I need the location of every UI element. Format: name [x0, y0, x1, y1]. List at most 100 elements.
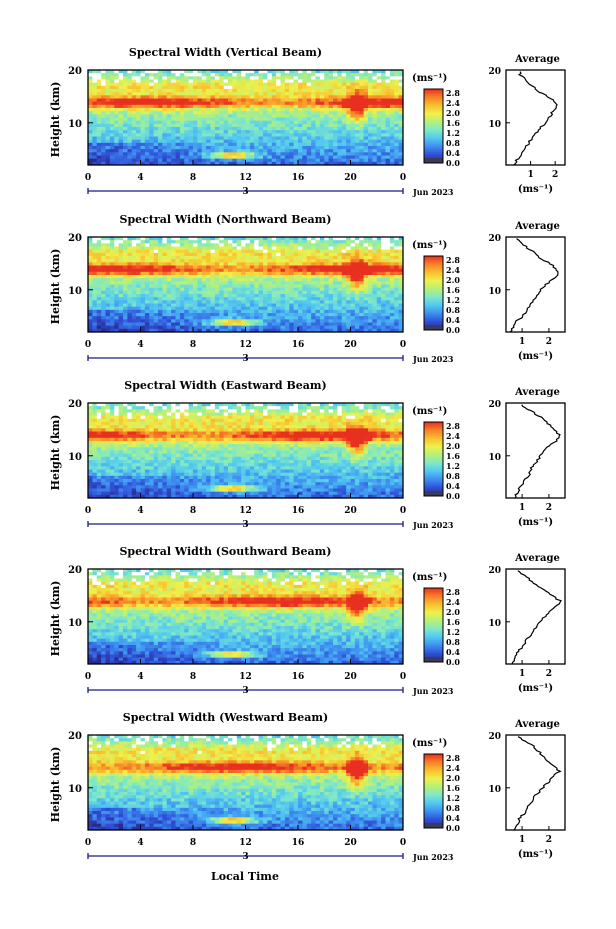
heatmap-cell	[123, 268, 128, 273]
heatmap-cell	[223, 243, 229, 247]
heatmap-cell	[206, 322, 211, 327]
heatmap-cell	[144, 104, 150, 109]
heatmap-cell	[276, 127, 281, 131]
heatmap-cell	[101, 290, 106, 295]
heatmap-cell	[206, 252, 211, 257]
heatmap-cell	[118, 303, 124, 308]
heatmap-cell	[359, 120, 365, 125]
heatmap-cell	[284, 297, 290, 301]
heatmap-cell	[389, 76, 395, 80]
heatmap-cell	[158, 412, 163, 417]
heatmap-cell	[140, 422, 146, 426]
heatmap-cell	[271, 158, 277, 163]
heatmap-cell	[127, 76, 133, 80]
heatmap-cell	[109, 287, 115, 292]
heatmap-cell	[193, 406, 198, 410]
heatmap-cell	[306, 328, 312, 333]
heatmap-cell	[350, 95, 356, 99]
heatmap-cell	[258, 259, 264, 263]
heatmap-cell	[214, 246, 220, 251]
heatmap-cell	[232, 284, 238, 289]
heatmap-cell	[271, 133, 277, 137]
heatmap-cell	[341, 243, 347, 247]
heatmap-cell	[284, 271, 290, 276]
heatmap-cell	[179, 104, 185, 109]
heatmap-cell	[249, 133, 255, 137]
heatmap-cell	[324, 133, 330, 137]
heatmap-cell	[293, 278, 299, 282]
heatmap-cell	[394, 278, 400, 282]
heatmap-cell	[350, 403, 356, 407]
heatmap-cell	[131, 284, 137, 289]
heatmap-cell	[289, 123, 295, 128]
heatmap-cell	[188, 76, 194, 80]
heatmap-cell	[206, 294, 211, 298]
heatmap-cell	[188, 322, 194, 327]
heatmap-cell	[105, 290, 111, 295]
heatmap-cell	[101, 415, 106, 420]
heatmap-cell	[136, 117, 141, 122]
heatmap-cell	[337, 237, 343, 241]
heatmap-cell	[140, 127, 146, 131]
heatmap-cell	[249, 240, 255, 244]
heatmap-cell	[341, 136, 347, 141]
heatmap-cell	[127, 136, 133, 141]
heatmap-cell	[306, 101, 312, 106]
heatmap-cell	[241, 325, 246, 330]
heatmap-cell	[228, 117, 233, 122]
heatmap-cell	[249, 271, 255, 276]
heatmap-cell	[223, 271, 229, 276]
heatmap-cell	[92, 328, 98, 333]
heatmap-cell	[350, 271, 356, 276]
heatmap-cell	[206, 123, 211, 128]
heatmap-cell	[337, 152, 343, 156]
heatmap-cell	[162, 281, 168, 285]
heatmap-cell	[162, 325, 168, 330]
heatmap-cell	[153, 246, 159, 251]
heatmap-cell	[289, 130, 295, 134]
heatmap-cell	[144, 85, 150, 90]
heatmap-cell	[105, 108, 111, 112]
heatmap-cell	[249, 313, 255, 317]
heatmap-cell	[223, 104, 229, 109]
heatmap-cell	[337, 300, 343, 304]
heatmap-cell	[368, 415, 373, 420]
heatmap-cell	[101, 268, 106, 273]
heatmap-cell	[101, 303, 106, 308]
heatmap-cell	[140, 146, 146, 150]
heatmap-cell	[398, 108, 404, 112]
heatmap-cell	[232, 412, 238, 417]
heatmap-cell	[333, 127, 338, 131]
heatmap-cell	[136, 98, 141, 103]
heatmap-cell	[258, 101, 264, 106]
heatmap-cell	[175, 133, 181, 137]
heatmap-cell	[241, 256, 246, 260]
heatmap-cell	[315, 403, 321, 407]
heatmap-cell	[184, 95, 190, 99]
heatmap-cell	[193, 281, 198, 285]
heatmap-cell	[289, 322, 295, 327]
heatmap-cell	[298, 281, 303, 285]
heatmap-cell	[241, 278, 246, 282]
heatmap-cell	[271, 152, 277, 156]
heatmap-cell	[236, 265, 242, 270]
heatmap-cell	[149, 111, 155, 115]
heatmap-cell	[389, 237, 395, 241]
heatmap-cell	[149, 313, 155, 317]
heatmap-cell	[241, 149, 246, 153]
heatmap-cell	[328, 117, 334, 122]
heatmap-cell	[175, 303, 181, 308]
heatmap-cell	[105, 127, 111, 131]
heatmap-cell	[140, 76, 146, 80]
heatmap-cell	[166, 278, 172, 282]
heatmap-cell	[346, 249, 351, 254]
heatmap-cell	[328, 114, 334, 118]
heatmap-cell	[302, 120, 308, 125]
heatmap-cell	[350, 306, 356, 311]
heatmap-cell	[184, 136, 190, 141]
heatmap-cell	[311, 76, 316, 80]
heatmap-cell	[245, 319, 251, 323]
heatmap-cell	[346, 316, 351, 320]
heatmap-cell	[144, 161, 150, 166]
heatmap-cell	[381, 146, 386, 150]
